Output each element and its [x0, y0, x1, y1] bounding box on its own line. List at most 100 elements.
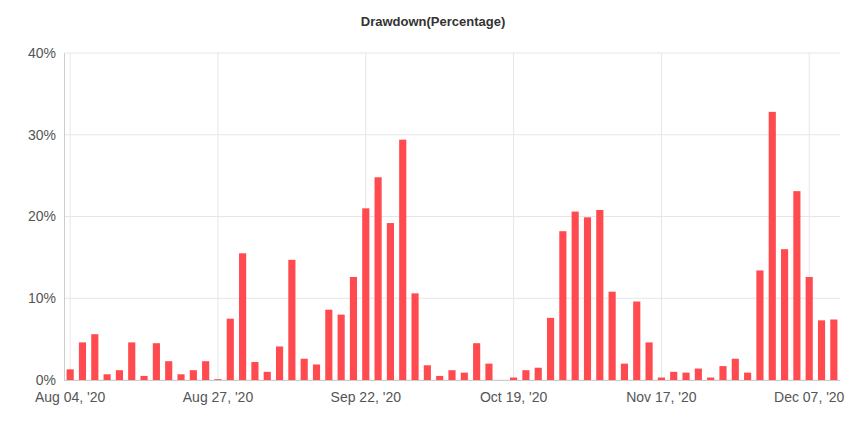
bar	[633, 302, 640, 380]
tick-label: Aug 04, '20	[35, 389, 106, 405]
bar	[264, 372, 271, 380]
bar	[116, 370, 123, 380]
bar	[190, 370, 197, 380]
tick-label: 20%	[28, 208, 56, 224]
tick-label: Sep 22, '20	[331, 389, 402, 405]
bar	[362, 208, 369, 380]
axis-line	[64, 54, 65, 381]
tick: 10%	[28, 290, 64, 306]
bar	[251, 362, 258, 380]
tick: Aug 27, '20	[183, 380, 254, 405]
bar	[769, 112, 776, 380]
bar	[325, 310, 332, 380]
bar	[596, 210, 603, 380]
tick: 30%	[28, 127, 64, 143]
bar	[375, 177, 382, 380]
bar	[424, 365, 431, 380]
bar	[695, 369, 702, 380]
grid-line	[64, 216, 840, 217]
bar	[707, 378, 714, 380]
bar	[313, 364, 320, 380]
bar	[91, 334, 98, 380]
tick-label: Oct 19, '20	[480, 389, 547, 405]
tick-label: Nov 17, '20	[626, 389, 697, 405]
grid	[64, 53, 840, 380]
bar	[288, 260, 295, 380]
bar	[387, 223, 394, 380]
tick-label: 0%	[36, 372, 56, 388]
bar	[818, 320, 825, 380]
bar	[276, 346, 283, 380]
axis-line	[65, 380, 841, 381]
title: Drawdown(Percentage)	[361, 14, 505, 29]
bar	[547, 318, 554, 380]
chart: Drawdown(Percentage) 0% 10% 20% 30% 40% Aug 04…	[0, 0, 866, 436]
tick-label: 40%	[28, 45, 56, 61]
bar	[239, 253, 246, 380]
grid-line	[70, 53, 71, 380]
bar	[104, 374, 111, 380]
bar	[756, 270, 763, 380]
bar	[301, 359, 308, 380]
bar	[473, 343, 480, 380]
tick: 40%	[28, 45, 64, 61]
bar	[350, 277, 357, 380]
tick-label: 10%	[28, 290, 56, 306]
grid-line	[513, 53, 514, 380]
bar	[448, 370, 455, 380]
bar	[128, 342, 135, 380]
bar	[719, 366, 726, 380]
grid-line	[64, 298, 840, 299]
bar	[153, 343, 160, 380]
bar	[165, 361, 172, 380]
bars	[67, 112, 838, 380]
tick-label: Aug 27, '20	[183, 389, 254, 405]
bar	[399, 140, 406, 380]
bar	[572, 212, 579, 380]
bar	[830, 320, 837, 380]
y-axis: 0% 10% 20% 30% 40%	[28, 45, 65, 388]
bar	[140, 376, 147, 380]
bar	[806, 277, 813, 380]
tick: Sep 22, '20	[331, 380, 402, 405]
grid-line	[661, 53, 662, 380]
bar	[461, 373, 468, 380]
grid-line	[217, 53, 218, 380]
bar	[609, 292, 616, 380]
bar	[498, 380, 505, 381]
bar	[522, 370, 529, 380]
bar	[67, 369, 74, 380]
tick: Dec 07, '20	[774, 380, 845, 405]
tick: 0%	[36, 372, 64, 388]
bar	[214, 379, 221, 380]
bar	[584, 217, 591, 380]
tick-label: 30%	[28, 127, 56, 143]
bar	[658, 378, 665, 380]
x-axis: Aug 04, '20 Aug 27, '20 Sep 22, '20 Oct 19,…	[35, 380, 845, 405]
bar	[621, 364, 628, 380]
bar	[646, 342, 653, 380]
bar	[436, 376, 443, 380]
tick: Nov 17, '20	[626, 380, 697, 405]
bar	[670, 372, 677, 380]
grid-line	[64, 53, 840, 54]
bar	[79, 342, 86, 380]
grid-line	[64, 134, 840, 135]
bar	[202, 361, 209, 380]
bar	[227, 319, 234, 380]
bar	[732, 359, 739, 380]
tick: Oct 19, '20	[480, 380, 547, 405]
bar	[559, 231, 566, 380]
bar	[793, 191, 800, 380]
bar	[485, 364, 492, 380]
tick-label: Dec 07, '20	[774, 389, 845, 405]
tick: Aug 04, '20	[35, 380, 106, 405]
bar	[510, 378, 517, 380]
bar	[338, 315, 345, 380]
bar	[411, 293, 418, 380]
bar	[177, 374, 184, 380]
bar	[535, 368, 542, 380]
tick: 20%	[28, 208, 64, 224]
bar	[744, 373, 751, 380]
bar	[781, 249, 788, 380]
